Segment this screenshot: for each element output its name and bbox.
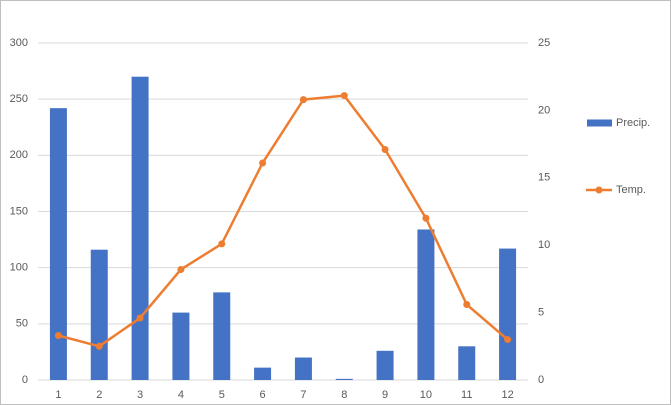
bar [90, 249, 108, 380]
x-tick-label: 2 [96, 389, 102, 401]
y-tick-label: 250 [10, 93, 28, 105]
x-tick-label: 8 [341, 389, 347, 401]
legend-swatch [595, 186, 603, 194]
y2-tick-label: 10 [538, 239, 550, 251]
line-marker [381, 145, 389, 153]
y2-tick-label: 5 [538, 307, 544, 319]
bar [213, 292, 231, 380]
x-tick-label: 12 [501, 389, 513, 401]
bar [294, 357, 312, 380]
bar [49, 108, 67, 381]
y2-tick-label: 0 [538, 374, 544, 386]
line-marker [177, 265, 185, 273]
legend-label: Precip. [616, 117, 650, 129]
y2-tick-label: 15 [538, 172, 550, 184]
x-tick-label: 6 [260, 389, 266, 401]
x-tick-label: 3 [137, 389, 143, 401]
y-tick-label: 300 [10, 37, 28, 49]
y-tick-label: 0 [22, 374, 28, 386]
bar [254, 367, 272, 380]
line [58, 94, 509, 348]
bar [417, 229, 435, 380]
bar [376, 350, 394, 380]
bar [172, 312, 190, 380]
y2-tick-label: 25 [538, 37, 550, 49]
line-marker [504, 336, 512, 344]
x-tick-label: 5 [219, 389, 225, 401]
legend-swatch [587, 119, 612, 127]
line-marker [259, 159, 267, 167]
line-marker [422, 214, 430, 222]
bar [458, 346, 476, 380]
line-marker [340, 92, 348, 100]
y-tick-label: 50 [16, 318, 28, 330]
x-tick-label: 1 [55, 389, 61, 401]
legend-label: Temp. [616, 184, 646, 196]
x-tick-label: 11 [461, 389, 472, 401]
y2-tick-label: 20 [538, 104, 550, 116]
line-marker [136, 314, 144, 322]
line-marker [299, 96, 307, 104]
x-tick-label: 9 [382, 389, 388, 401]
line-marker [218, 240, 226, 248]
x-tick-label: 10 [420, 389, 432, 401]
line-marker [95, 342, 103, 350]
bar [131, 76, 149, 380]
x-tick-label: 7 [300, 389, 306, 401]
x-tick-label: 4 [178, 389, 184, 401]
y-tick-label: 100 [10, 262, 28, 274]
y-tick-label: 150 [10, 205, 28, 217]
bar [335, 378, 353, 380]
line-marker [54, 332, 62, 340]
line-marker [463, 301, 471, 309]
bar [499, 248, 517, 380]
y-tick-label: 200 [10, 149, 28, 161]
